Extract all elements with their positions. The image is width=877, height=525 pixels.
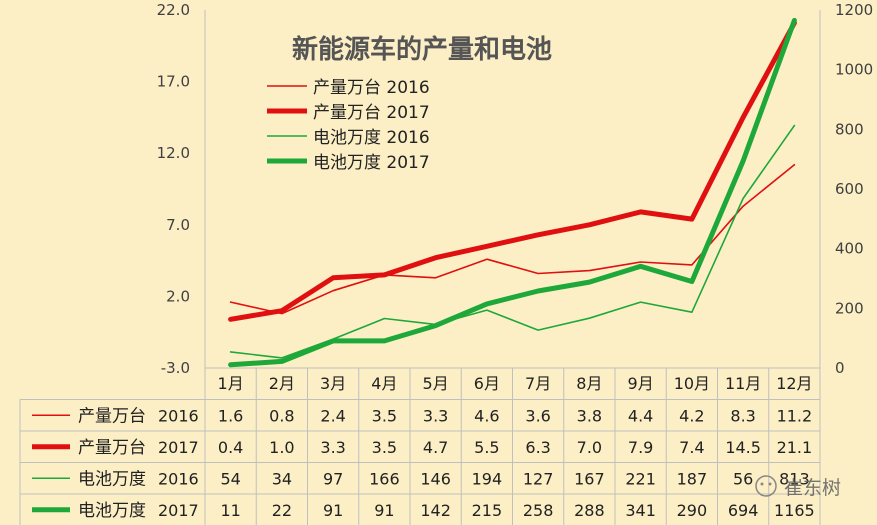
left-tick-label: 7.0 [166, 216, 190, 234]
category-label: 11月 [725, 374, 761, 393]
data-label: 142 [420, 501, 451, 520]
category-label: 8月 [576, 374, 602, 393]
data-label: 6.3 [525, 438, 550, 457]
data-label: 3.6 [525, 406, 550, 425]
data-label: 8.3 [730, 406, 755, 425]
left-tick-label: 17.0 [157, 73, 190, 91]
data-label: 694 [728, 501, 759, 520]
right-tick-label: 200 [835, 299, 864, 317]
category-label: 9月 [628, 374, 654, 393]
data-label: 4.4 [628, 406, 653, 425]
table-series-year: 2017 [158, 438, 199, 457]
right-tick-label: 1000 [835, 61, 873, 79]
data-label: 221 [625, 469, 656, 488]
category-label: 7月 [525, 374, 551, 393]
legend-label: 产量万台 2017 [313, 103, 430, 123]
left-tick-label: 2.0 [166, 287, 190, 305]
data-label: 3.5 [372, 406, 397, 425]
data-label: 194 [472, 469, 503, 488]
category-label: 10月 [674, 374, 710, 393]
data-label: 3.8 [577, 406, 602, 425]
category-label: 6月 [474, 374, 500, 393]
data-label: 21.1 [777, 438, 813, 457]
watermark-text: 崔东树 [784, 477, 841, 499]
data-label: 0.8 [269, 406, 294, 425]
right-tick-label: 600 [835, 180, 864, 198]
left-tick-label: 22.0 [157, 1, 190, 19]
data-label: 91 [323, 501, 343, 520]
table-series-name: 产量万台 [78, 406, 146, 426]
wechat-logo-icon [768, 482, 772, 486]
data-label: 7.4 [679, 438, 704, 457]
series-line [228, 20, 797, 322]
data-label: 813 [779, 469, 810, 488]
data-label: 341 [625, 501, 656, 520]
data-label: 1165 [774, 501, 815, 520]
data-label: 290 [677, 501, 708, 520]
category-label: 3月 [320, 374, 346, 393]
data-label: 34 [272, 469, 292, 488]
table-series-name: 电池万度 [78, 501, 146, 521]
data-label: 187 [677, 469, 708, 488]
data-label: 3.3 [320, 438, 345, 457]
data-label: 3.5 [372, 438, 397, 457]
category-label: 1月 [218, 374, 244, 393]
data-label: 146 [420, 469, 451, 488]
data-label: 0.4 [218, 438, 243, 457]
data-label: 11 [220, 501, 240, 520]
data-label: 5.5 [474, 438, 499, 457]
category-label: 4月 [371, 374, 397, 393]
data-label: 215 [472, 501, 503, 520]
data-label: 4.2 [679, 406, 704, 425]
data-label: 4.7 [423, 438, 448, 457]
data-label: 288 [574, 501, 605, 520]
category-label: 5月 [423, 374, 449, 393]
data-label: 4.6 [474, 406, 499, 425]
data-label: 56 [733, 469, 753, 488]
table-series-year: 2016 [158, 469, 199, 488]
data-label: 167 [574, 469, 605, 488]
table-series-name: 产量万台 [78, 438, 146, 458]
data-label: 166 [369, 469, 400, 488]
data-label: 91 [374, 501, 394, 520]
table-series-year: 2016 [158, 406, 199, 425]
left-tick-label: 12.0 [157, 144, 190, 162]
data-label: 258 [523, 501, 554, 520]
wechat-logo-icon [760, 482, 764, 486]
data-label: 54 [220, 469, 240, 488]
data-label: 22 [272, 501, 292, 520]
legend-label: 电池万度 2017 [313, 153, 430, 173]
data-label: 3.3 [423, 406, 448, 425]
chart-title: 新能源车的产量和电池 [292, 34, 552, 65]
table-series-year: 2017 [158, 501, 199, 520]
data-label: 14.5 [725, 438, 761, 457]
right-tick-label: 400 [835, 240, 864, 258]
data-label: 1.6 [218, 406, 243, 425]
series-line [228, 17, 797, 368]
right-tick-label: 800 [835, 120, 864, 138]
category-label: 2月 [269, 374, 295, 393]
table-series-name: 电池万度 [78, 469, 146, 489]
data-label: 7.9 [628, 438, 653, 457]
legend-label: 产量万台 2016 [313, 78, 430, 98]
wechat-logo-icon [755, 475, 777, 497]
data-label: 127 [523, 469, 554, 488]
right-tick-label: 0 [835, 359, 845, 377]
left-tick-label: -3.0 [161, 359, 190, 377]
legend-label: 电池万度 2016 [313, 128, 430, 148]
data-label: 7.0 [577, 438, 602, 457]
category-label: 12月 [776, 374, 812, 393]
data-label: 1.0 [269, 438, 294, 457]
data-label: 11.2 [777, 406, 813, 425]
right-tick-label: 1200 [835, 1, 873, 19]
data-label: 97 [323, 469, 343, 488]
data-label: 2.4 [320, 406, 345, 425]
